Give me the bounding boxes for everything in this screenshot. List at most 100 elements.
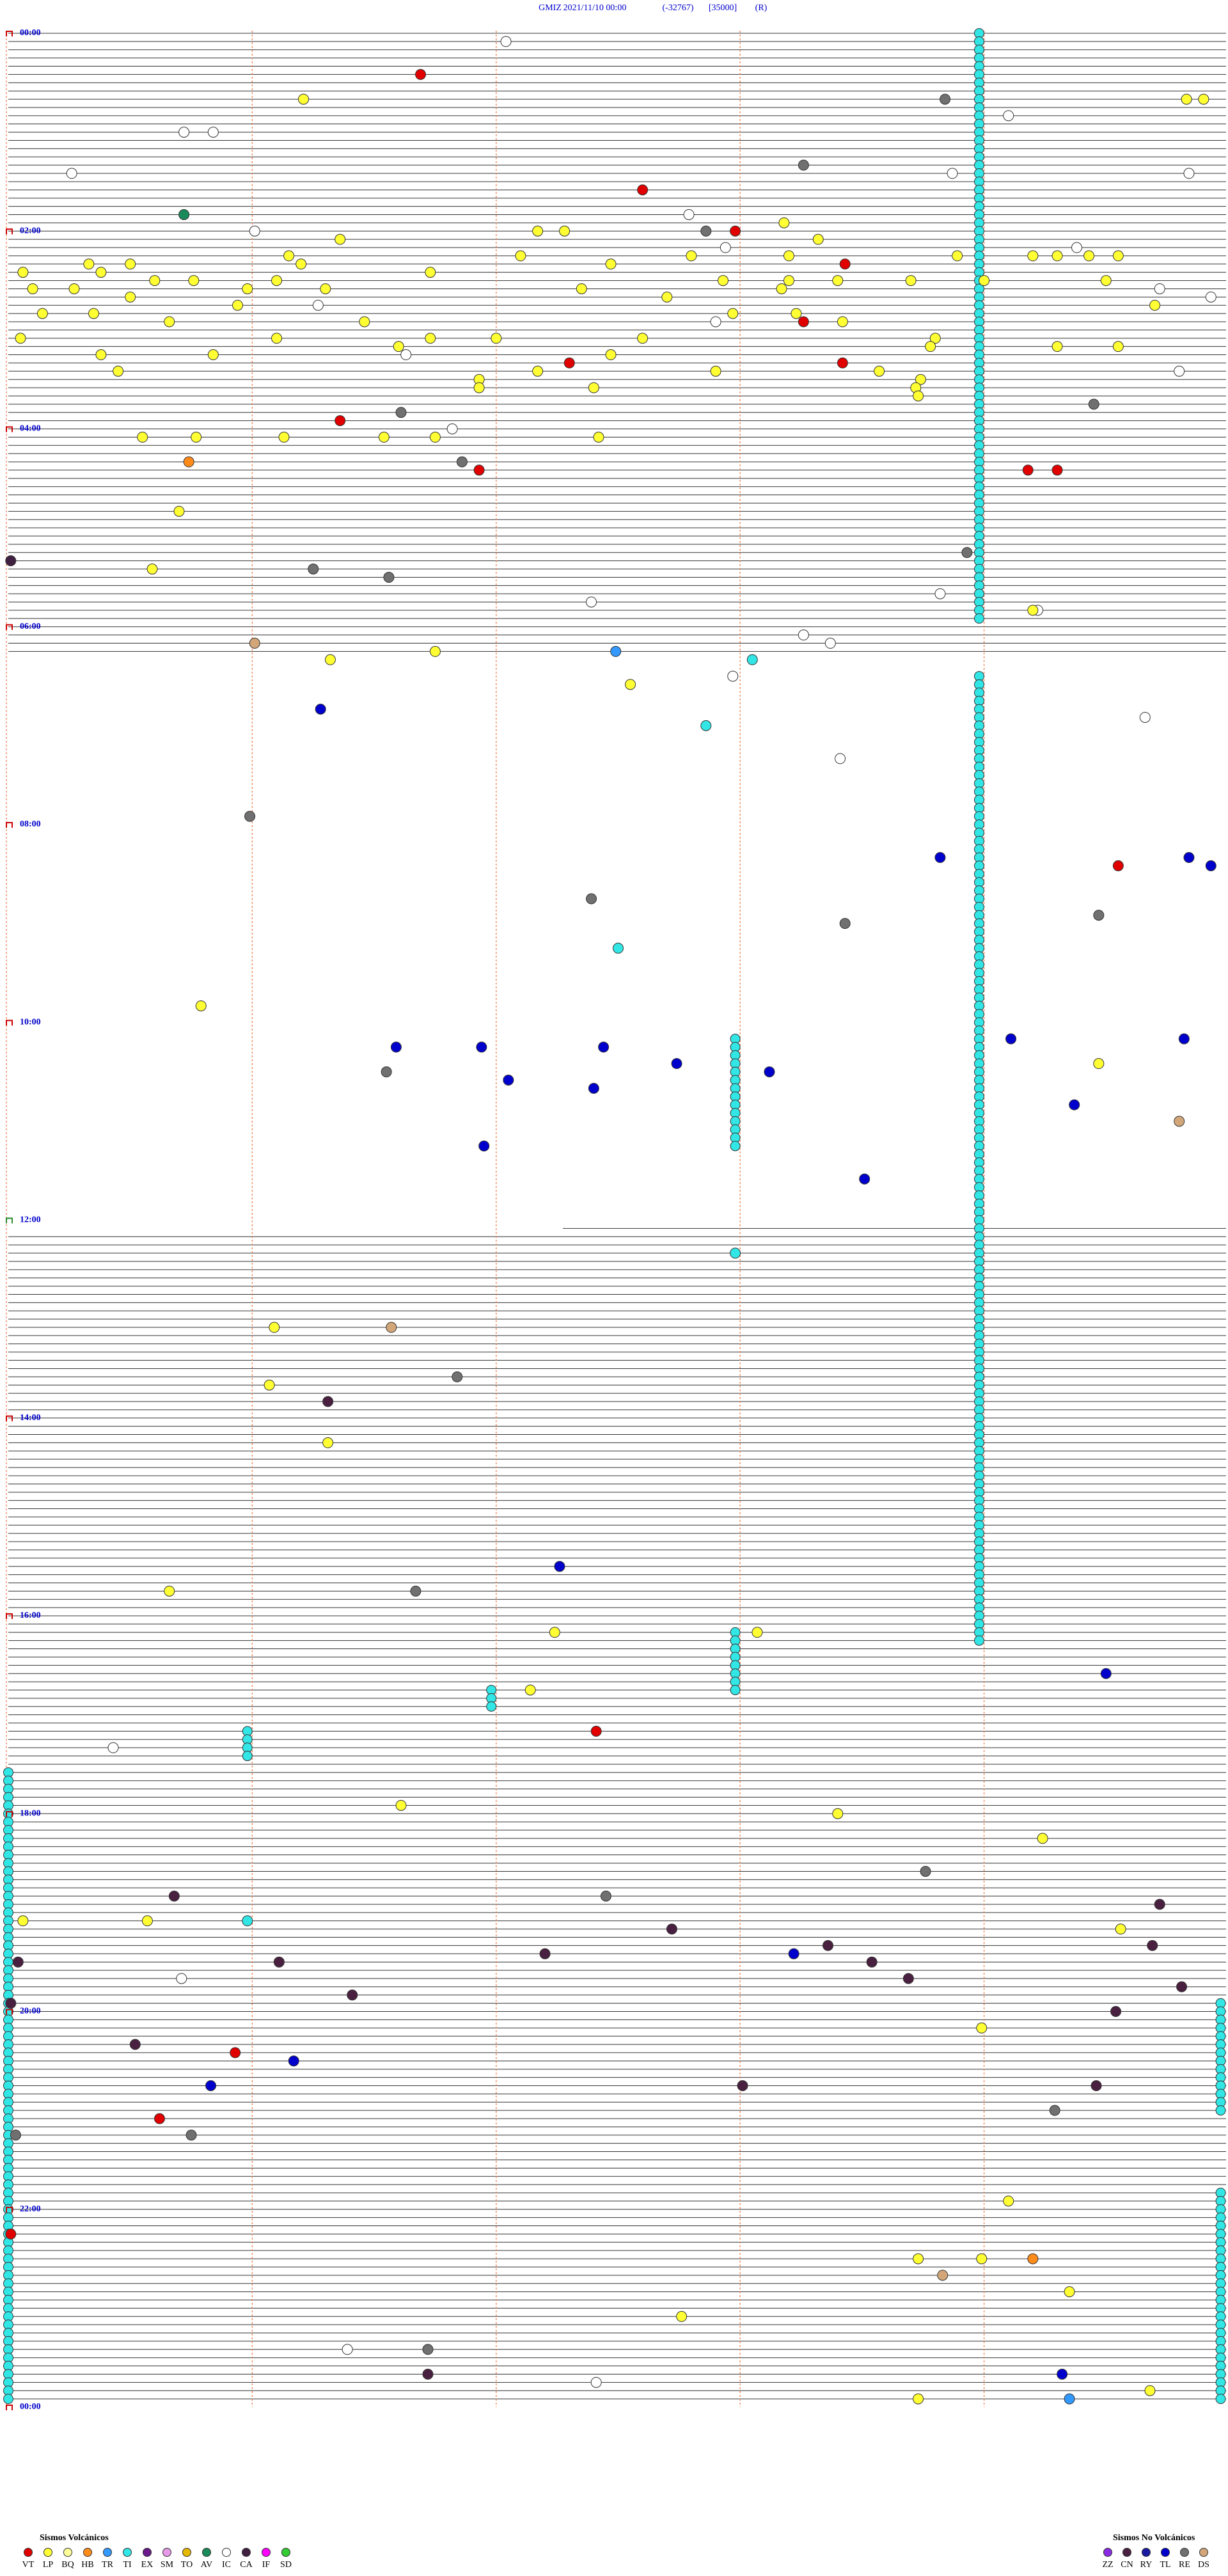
event-marker [168, 1890, 180, 1902]
event-marker [791, 308, 802, 319]
event-marker [937, 2270, 949, 2281]
event-marker [146, 564, 158, 575]
event-marker [824, 638, 836, 649]
time-labels: 00:00 02:00 04:00 06:00 08:00 10:00 12:00 14:00… [6, 28, 41, 2412]
hour-marker [6, 228, 13, 235]
event-marker [686, 250, 697, 262]
event-marker [710, 316, 721, 328]
event-marker [178, 127, 190, 138]
event-marker [95, 267, 107, 278]
event-marker [730, 1141, 741, 1151]
event-marker [700, 720, 712, 731]
event-marker [83, 258, 95, 270]
title-part: (-32767) [663, 3, 694, 13]
time-label: 16:00 [20, 1611, 41, 1620]
event-marker [249, 225, 260, 237]
event-marker [322, 1396, 334, 1407]
event-marker [839, 918, 851, 929]
event-marker [1147, 1940, 1158, 1951]
event-marker [17, 267, 29, 278]
event-marker [832, 275, 844, 287]
event-marker [812, 233, 824, 245]
event-marker [605, 258, 617, 270]
event-marker [95, 349, 107, 361]
time-label: 14:00 [20, 1413, 41, 1423]
event-marker [88, 308, 99, 319]
event-marker [1064, 2286, 1075, 2298]
event-marker [1027, 250, 1039, 262]
event-marker [154, 2113, 165, 2124]
event-marker [393, 341, 404, 352]
event-marker [839, 258, 851, 270]
event-marker [874, 365, 885, 377]
event-marker [671, 1058, 682, 1070]
event-marker [1005, 1033, 1017, 1045]
event-marker [973, 613, 984, 624]
event-marker [710, 365, 721, 377]
event-marker [173, 505, 185, 517]
legend-label: RE [1179, 2560, 1190, 2570]
event-marker [425, 333, 436, 344]
event-marker [383, 571, 395, 583]
event-marker [425, 267, 436, 278]
event-marker [778, 217, 790, 228]
event-marker [837, 357, 848, 368]
time-label: 04:00 [20, 424, 41, 434]
hour-marker [6, 1613, 13, 1619]
event-marker [913, 2253, 924, 2264]
event-marker [207, 349, 219, 361]
event-marker [1215, 2105, 1226, 2116]
event-marker [823, 1940, 834, 1951]
event-marker [1064, 2393, 1075, 2405]
event-marker [588, 1082, 599, 1094]
legend-label: AV [201, 2560, 212, 2570]
event-marker [1112, 250, 1124, 262]
grid [6, 31, 1226, 2407]
event-marker [559, 225, 571, 237]
event-marker [859, 1173, 870, 1185]
event-marker [5, 555, 17, 567]
event-marker [661, 291, 673, 303]
legend-label: ZZ [1102, 2560, 1113, 2570]
event-marker [730, 225, 741, 237]
event-marker [1057, 2368, 1068, 2380]
event-marker [503, 1074, 514, 1086]
event-marker [5, 1998, 17, 2009]
event-marker [902, 1973, 914, 1984]
time-label: 08:00 [20, 819, 41, 829]
event-marker [271, 333, 283, 344]
event-marker [934, 588, 946, 599]
event-marker [973, 1635, 984, 1646]
legend-swatch [182, 2548, 191, 2557]
legend-label: CN [1121, 2560, 1133, 2570]
event-marker [720, 242, 731, 253]
legend-swatch [202, 2548, 211, 2557]
legend-label: CA [240, 2560, 253, 2570]
event-marker [15, 333, 26, 344]
event-marker [776, 283, 787, 294]
legend-label: SM [161, 2560, 174, 2570]
event-marker [1037, 1833, 1048, 1844]
legend-swatch [43, 2548, 52, 2557]
event-marker [500, 36, 512, 47]
legend-swatch [162, 2548, 171, 2557]
hour-marker [6, 1811, 13, 1817]
event-marker [195, 1000, 207, 1011]
legend-label: VT [22, 2560, 35, 2570]
event-marker [164, 316, 175, 328]
event-marker [342, 2344, 353, 2355]
event-marker [783, 275, 794, 287]
event-marker [905, 275, 917, 287]
event-marker [947, 168, 958, 179]
event-marker [1198, 93, 1209, 105]
event-marker [66, 168, 77, 179]
legend-label: LP [43, 2560, 54, 2570]
legend-swatch [1103, 2548, 1112, 2557]
event-marker [913, 2393, 924, 2405]
event-marker [798, 629, 809, 641]
event-marker [610, 645, 622, 657]
event-marker [269, 1322, 280, 1333]
event-marker [322, 1437, 334, 1448]
event-marker [410, 1585, 421, 1597]
